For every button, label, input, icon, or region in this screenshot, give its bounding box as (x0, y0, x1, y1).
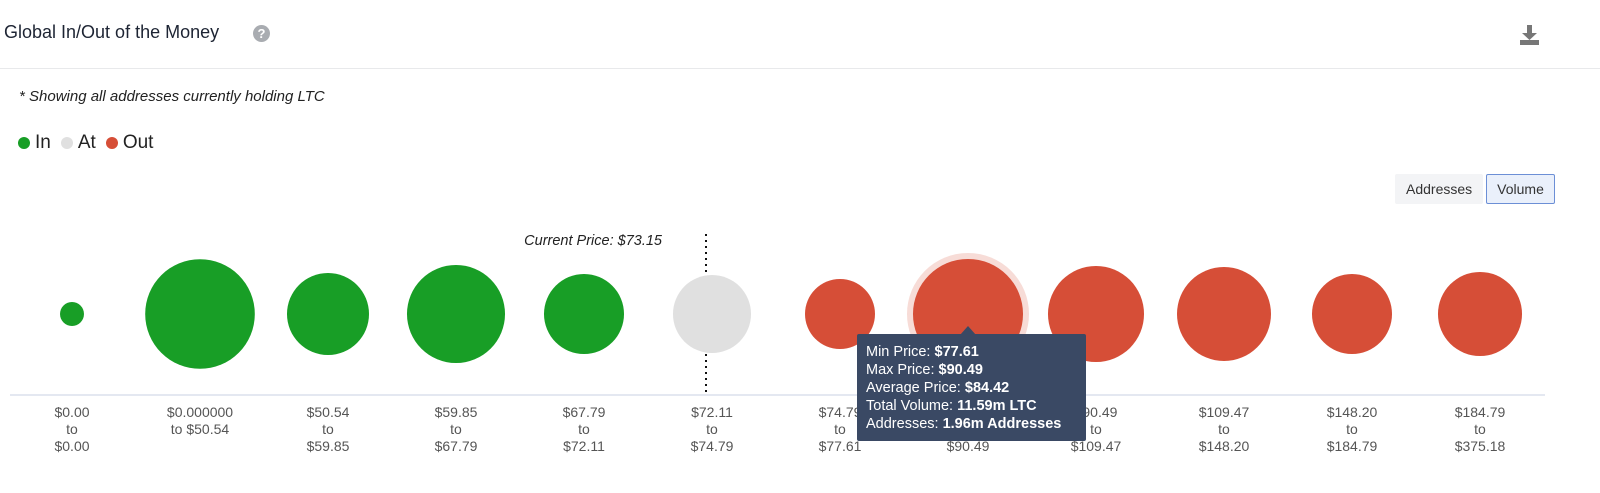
bubble[interactable] (406, 264, 506, 364)
legend-marker (60, 137, 73, 149)
x-tick-label: $0.000000 to $50.54 (166, 404, 234, 437)
toggle-buttons: Addresses Volume (1395, 174, 1555, 204)
current-price-label: Current Price: $73.15 (524, 233, 663, 249)
legend-item: Out (105, 132, 154, 154)
bubble[interactable] (543, 273, 625, 355)
x-tick-label: $50.54 to $59.85 (306, 404, 350, 454)
download-icon[interactable] (1520, 25, 1539, 45)
tooltip-row: Total Volume: 11.59m LTC (866, 397, 1078, 415)
x-tick-label: $184.79 to $375.18 (1454, 404, 1506, 454)
x-tick-label: $109.47 to $148.20 (1198, 404, 1250, 454)
x-tick-label: $0.00 to $0.00 (54, 404, 90, 454)
tooltip-value: 1.96m Addresses (942, 416, 1062, 432)
tooltip-row: Max Price: $90.49 (866, 361, 1078, 379)
bubble[interactable] (1176, 266, 1272, 362)
bubble[interactable] (145, 259, 255, 369)
bubble[interactable] (805, 279, 875, 349)
tooltip: Min Price: $77.61 Max Price: $90.49 Averag… (857, 334, 1086, 441)
tooltip-value: $90.49 (938, 362, 983, 378)
tooltip-label: Max Price: (866, 362, 935, 378)
toggle-button[interactable]: Addresses (1395, 174, 1484, 204)
bubble[interactable] (286, 272, 370, 356)
bubble[interactable] (1437, 271, 1523, 357)
tooltip-label: Addresses: (866, 416, 939, 432)
legend-item: In (18, 132, 51, 154)
tooltip-row: Addresses: 1.96m Addresses (866, 415, 1078, 433)
legend-marker (105, 137, 118, 149)
tooltip-row: Average Price: $84.42 (866, 379, 1078, 397)
tooltip-pointer (960, 326, 976, 335)
bubble[interactable] (1311, 273, 1393, 355)
tooltip-label: Average Price: (866, 380, 961, 396)
tooltip-label: Total Volume: (866, 398, 954, 414)
legend-label: At (77, 132, 96, 153)
legend-marker (18, 137, 30, 149)
tooltip-label: Min Price: (866, 344, 931, 360)
help-icon[interactable]: ? (253, 25, 270, 42)
tooltip-value: $84.42 (964, 380, 1010, 396)
chart-title: Global In/Out of the Money (4, 22, 220, 42)
x-tick-label: $67.79 to $72.11 (562, 404, 606, 454)
tooltip-row: Min Price: $77.61 (866, 343, 1078, 361)
bubble[interactable] (60, 302, 84, 326)
x-tick-label: $74.79 to $77.61 (818, 404, 862, 454)
legend-label: In (35, 132, 51, 153)
toggle-button[interactable]: Volume (1486, 174, 1555, 204)
x-tick-label: $59.85 to $67.79 (434, 404, 478, 454)
legend-item: At (60, 132, 96, 154)
legend: In At Out (18, 132, 153, 154)
note: * Showing all addresses currently holdin… (19, 88, 325, 105)
x-tick-label: $148.20 to $184.79 (1326, 404, 1378, 454)
bubble[interactable] (672, 274, 752, 354)
tooltip-value: 11.59m LTC (957, 398, 1037, 414)
legend-label: Out (122, 132, 154, 153)
divider (0, 68, 1600, 69)
x-tick-label: $72.11 to $74.79 (690, 404, 734, 454)
tooltip-value: $77.61 (934, 344, 979, 360)
